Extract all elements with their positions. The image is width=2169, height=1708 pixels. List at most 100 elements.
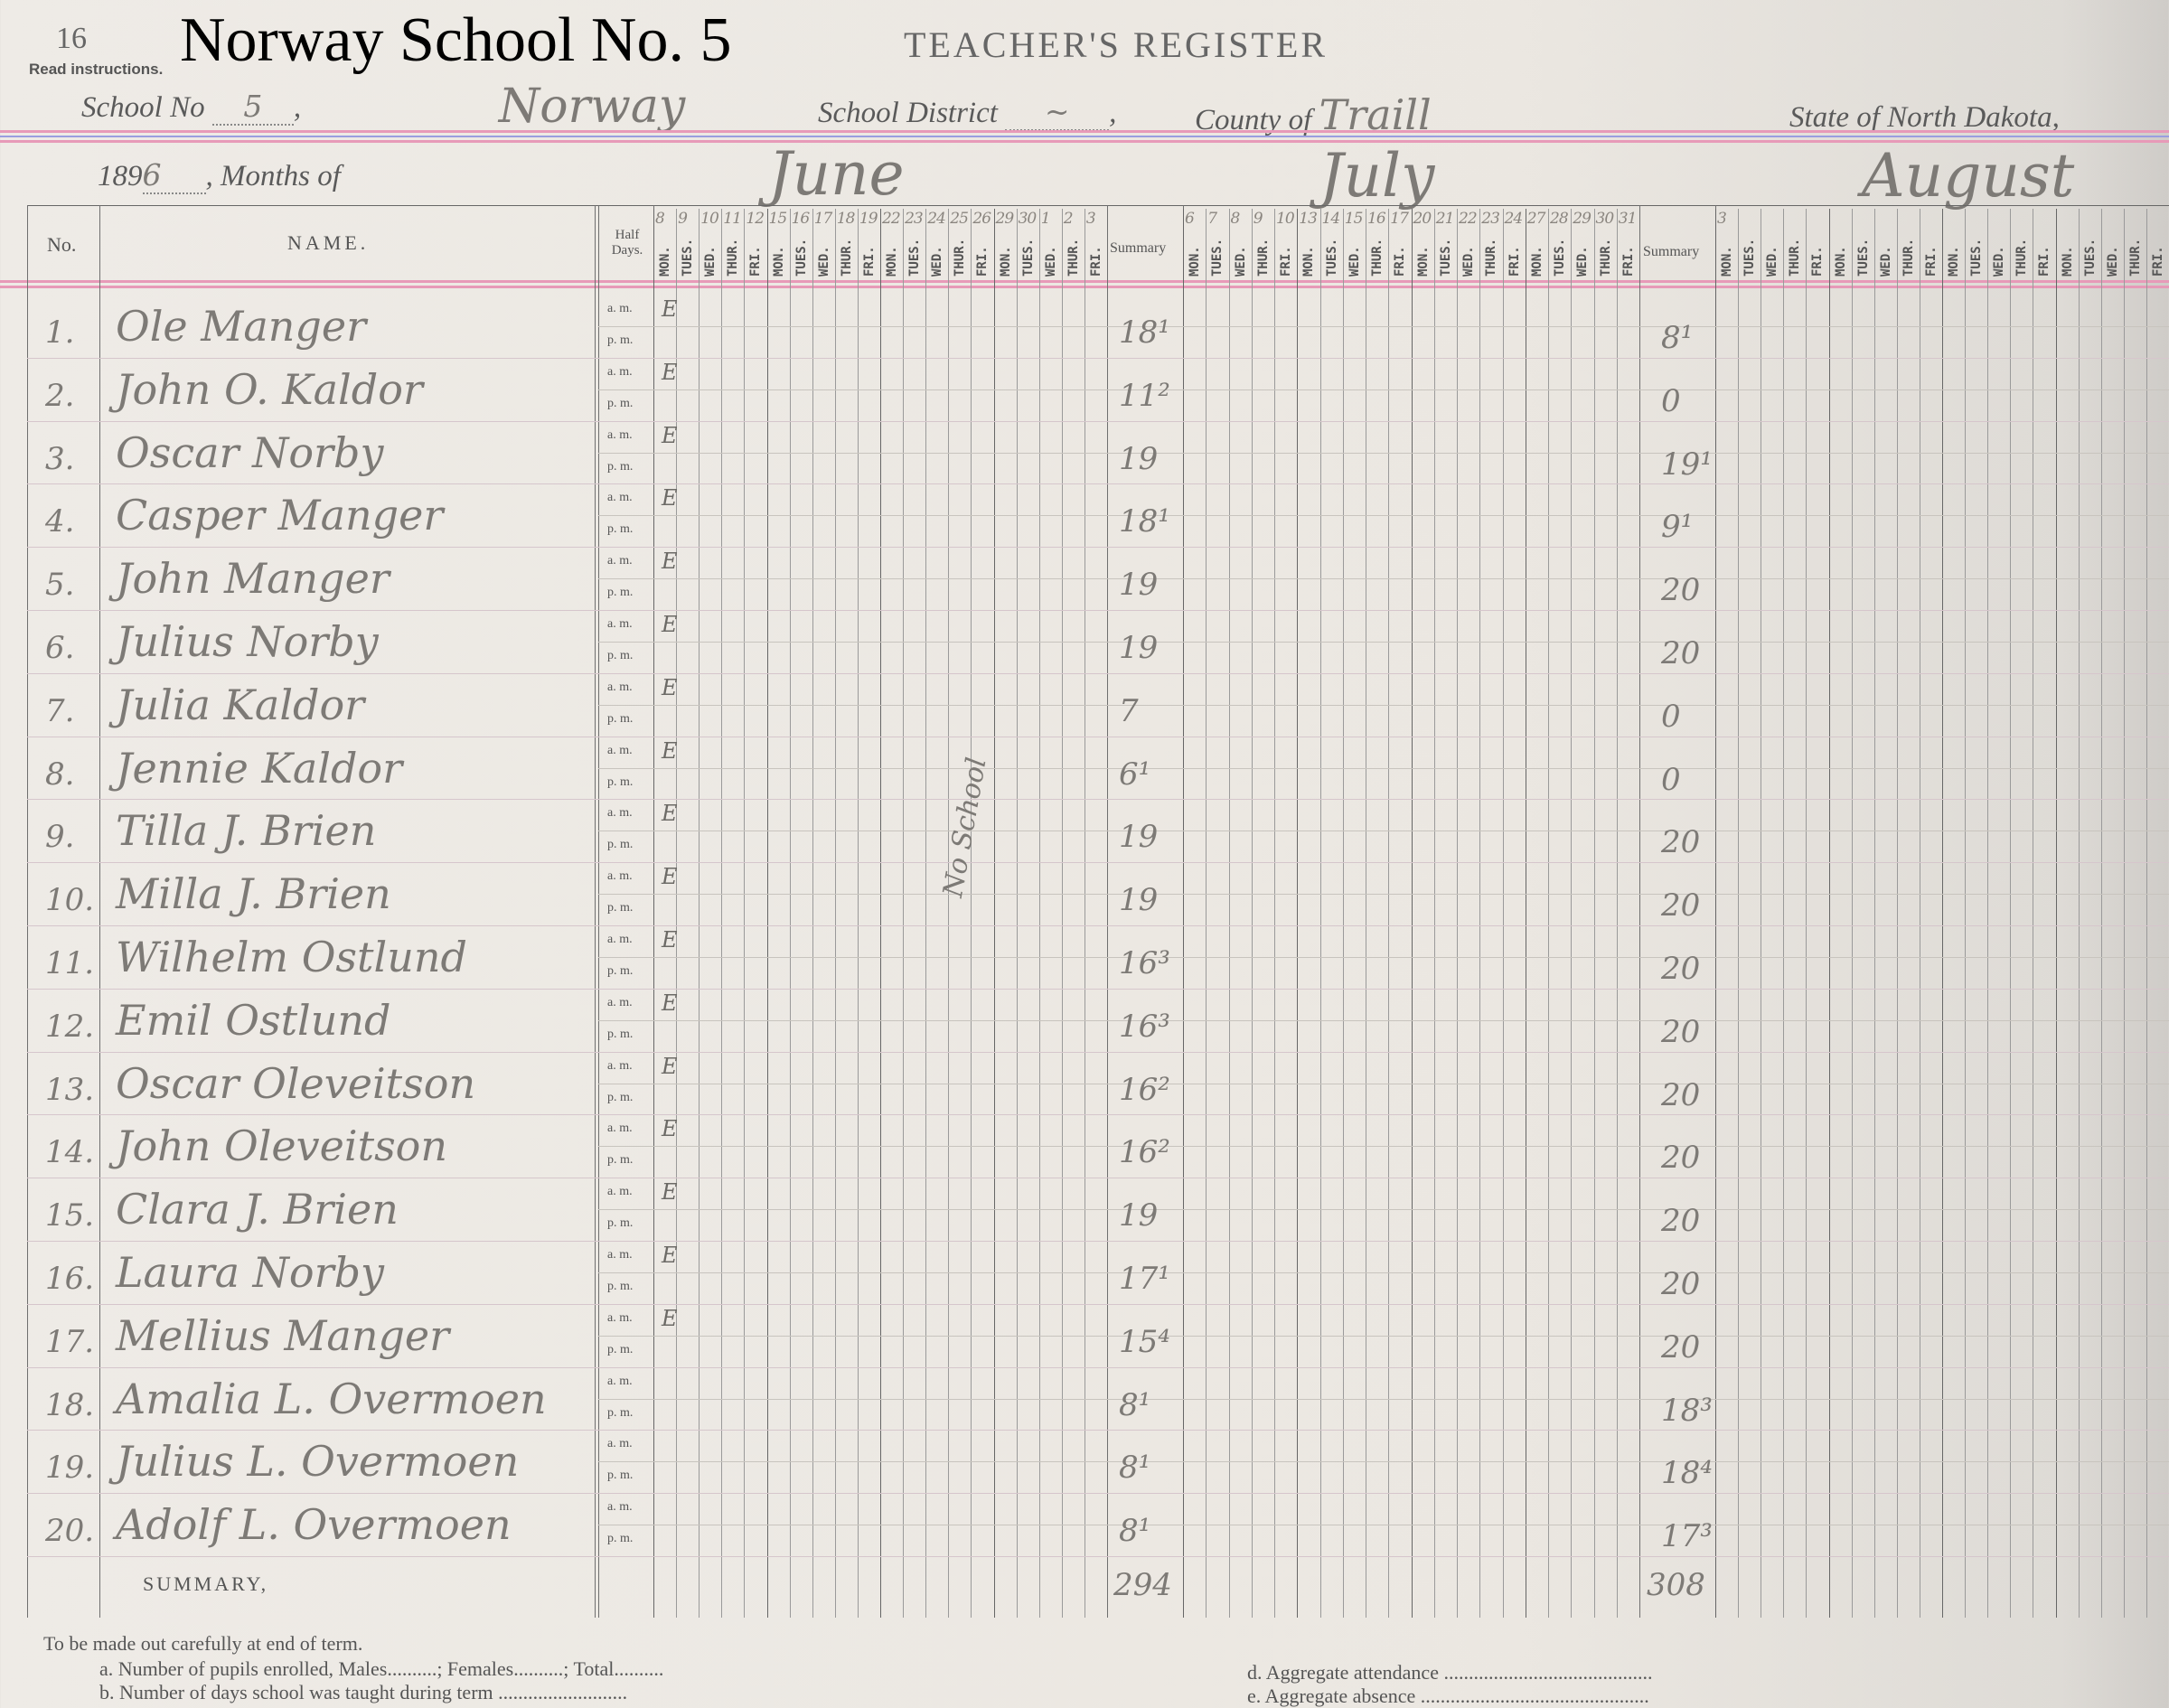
half-day-rule (598, 578, 2169, 580)
column-half-days: Half Days. (611, 228, 643, 258)
day-column-rule (1411, 209, 1413, 1618)
row-number: 17. (45, 1323, 95, 1360)
row-rule (27, 1493, 2169, 1495)
day-header-june: WED. (703, 246, 718, 277)
row-rule (27, 420, 2169, 422)
day-header-june: THUR. (839, 238, 854, 277)
day-header-august: THUR. (1901, 238, 1916, 277)
day-column-rule (1548, 209, 1549, 1618)
student-name: Oscar Oleveitson (116, 1058, 476, 1108)
day-date-august: 3 (1717, 210, 1727, 228)
row-rule (27, 1241, 2169, 1242)
day-date-june: 24 (927, 210, 946, 228)
district-label: School District (818, 97, 998, 129)
day-date-june: 18 (836, 210, 856, 228)
am-label: a. m. (607, 302, 633, 315)
june-summary: 8¹ (1119, 1513, 1151, 1550)
july-summary: 20 (1661, 951, 1701, 987)
july-summary: 18⁴ (1661, 1455, 1713, 1492)
day-column-rule (971, 209, 972, 1618)
day-column-rule (1502, 209, 1504, 1618)
day-header-june: MON. (771, 246, 786, 277)
june-summary: 19 (1119, 819, 1159, 856)
pm-label: p. m. (607, 774, 634, 789)
july-summary: 20 (1661, 1013, 1701, 1050)
day-column-rule (812, 209, 813, 1618)
day-header-august: WED. (1992, 246, 2007, 277)
student-name: Emil Ostlund (116, 995, 391, 1045)
row-number: 7. (45, 692, 75, 729)
day-header-august: FRI. (1810, 246, 1826, 277)
june-summary: 8¹ (1119, 1450, 1151, 1487)
half-day-rule (598, 1461, 2169, 1463)
month-august: August (1862, 141, 2075, 211)
am-label: a. m. (607, 427, 633, 442)
pm-label: p. m. (607, 838, 634, 852)
pm-label: p. m. (607, 586, 634, 600)
july-summary: 18³ (1661, 1392, 1713, 1429)
absence-mark: E (662, 1305, 678, 1331)
day-date-june: 26 (972, 210, 991, 228)
day-column-rule (993, 209, 995, 1618)
row-number: 12. (45, 1008, 95, 1045)
day-header-august: MON. (2060, 246, 2075, 277)
day-date-july: 13 (1299, 210, 1318, 228)
student-name: Casper Manger (116, 491, 444, 540)
day-date-july: 8 (1230, 210, 1241, 228)
day-column-rule (1873, 209, 1875, 1618)
day-header-july: THUR. (1484, 238, 1499, 277)
am-label: a. m. (607, 491, 633, 505)
day-header-june: FRI. (975, 246, 991, 277)
am-label: a. m. (607, 554, 633, 568)
day-header-june: WED. (930, 246, 945, 277)
row-rule (27, 1430, 2169, 1431)
day-date-july: 15 (1344, 210, 1364, 228)
pm-label: p. m. (607, 1280, 634, 1293)
year-prefix: 189 (98, 160, 143, 192)
row-number: 1. (45, 314, 75, 351)
absence-mark: E (662, 422, 678, 448)
day-header-august: TUES. (1742, 238, 1758, 277)
june-summary: 18¹ (1119, 503, 1170, 540)
student-name: Wilhelm Ostlund (116, 933, 467, 981)
day-column-rule (744, 209, 746, 1618)
day-column-rule (1896, 209, 1898, 1618)
am-label: a. m. (607, 743, 633, 757)
july-summary: 20 (1661, 1203, 1701, 1240)
footer-intro: To be made out carefully at end of term. (43, 1632, 363, 1655)
row-rule (27, 483, 2169, 485)
day-column-rule (1987, 209, 1989, 1618)
row-number: 18. (45, 1386, 95, 1423)
day-column-rule (948, 209, 950, 1618)
column-name: NAME. (287, 231, 370, 254)
june-summary: 16³ (1119, 1008, 1170, 1045)
half-day-rule (598, 452, 2169, 454)
year-digit: 6 (142, 157, 206, 194)
day-header-august: TUES. (2082, 238, 2098, 277)
day-date-july: 6 (1185, 210, 1195, 228)
june-total: 294 (1113, 1567, 1172, 1603)
am-label: a. m. (607, 1185, 633, 1199)
day-date-july: 30 (1595, 210, 1615, 228)
row-number: 10. (45, 882, 95, 919)
student-name: Adolf L. Overmoen (116, 1500, 512, 1550)
school-no-field: School No 5, (81, 89, 302, 126)
day-date-june: 10 (700, 210, 719, 228)
day-header-august: FRI. (2150, 246, 2165, 277)
july-summary: 0 (1661, 698, 1681, 735)
absence-mark: E (662, 359, 678, 385)
absence-mark: E (662, 674, 678, 700)
day-date-july: 24 (1504, 210, 1524, 228)
day-header-august: FRI. (2037, 246, 2052, 277)
day-column-rule (857, 209, 859, 1618)
day-date-june: 30 (1018, 210, 1038, 228)
july-total: 308 (1647, 1567, 1705, 1603)
row-rule (27, 547, 2169, 549)
day-column-rule (1479, 209, 1481, 1618)
row-rule (27, 1366, 2169, 1368)
summary-label: SUMMARY, (143, 1572, 269, 1595)
day-column-rule (1251, 209, 1253, 1618)
day-header-july: THUR. (1255, 238, 1271, 277)
pm-label: p. m. (607, 1405, 634, 1420)
day-date-july: 31 (1618, 210, 1638, 228)
